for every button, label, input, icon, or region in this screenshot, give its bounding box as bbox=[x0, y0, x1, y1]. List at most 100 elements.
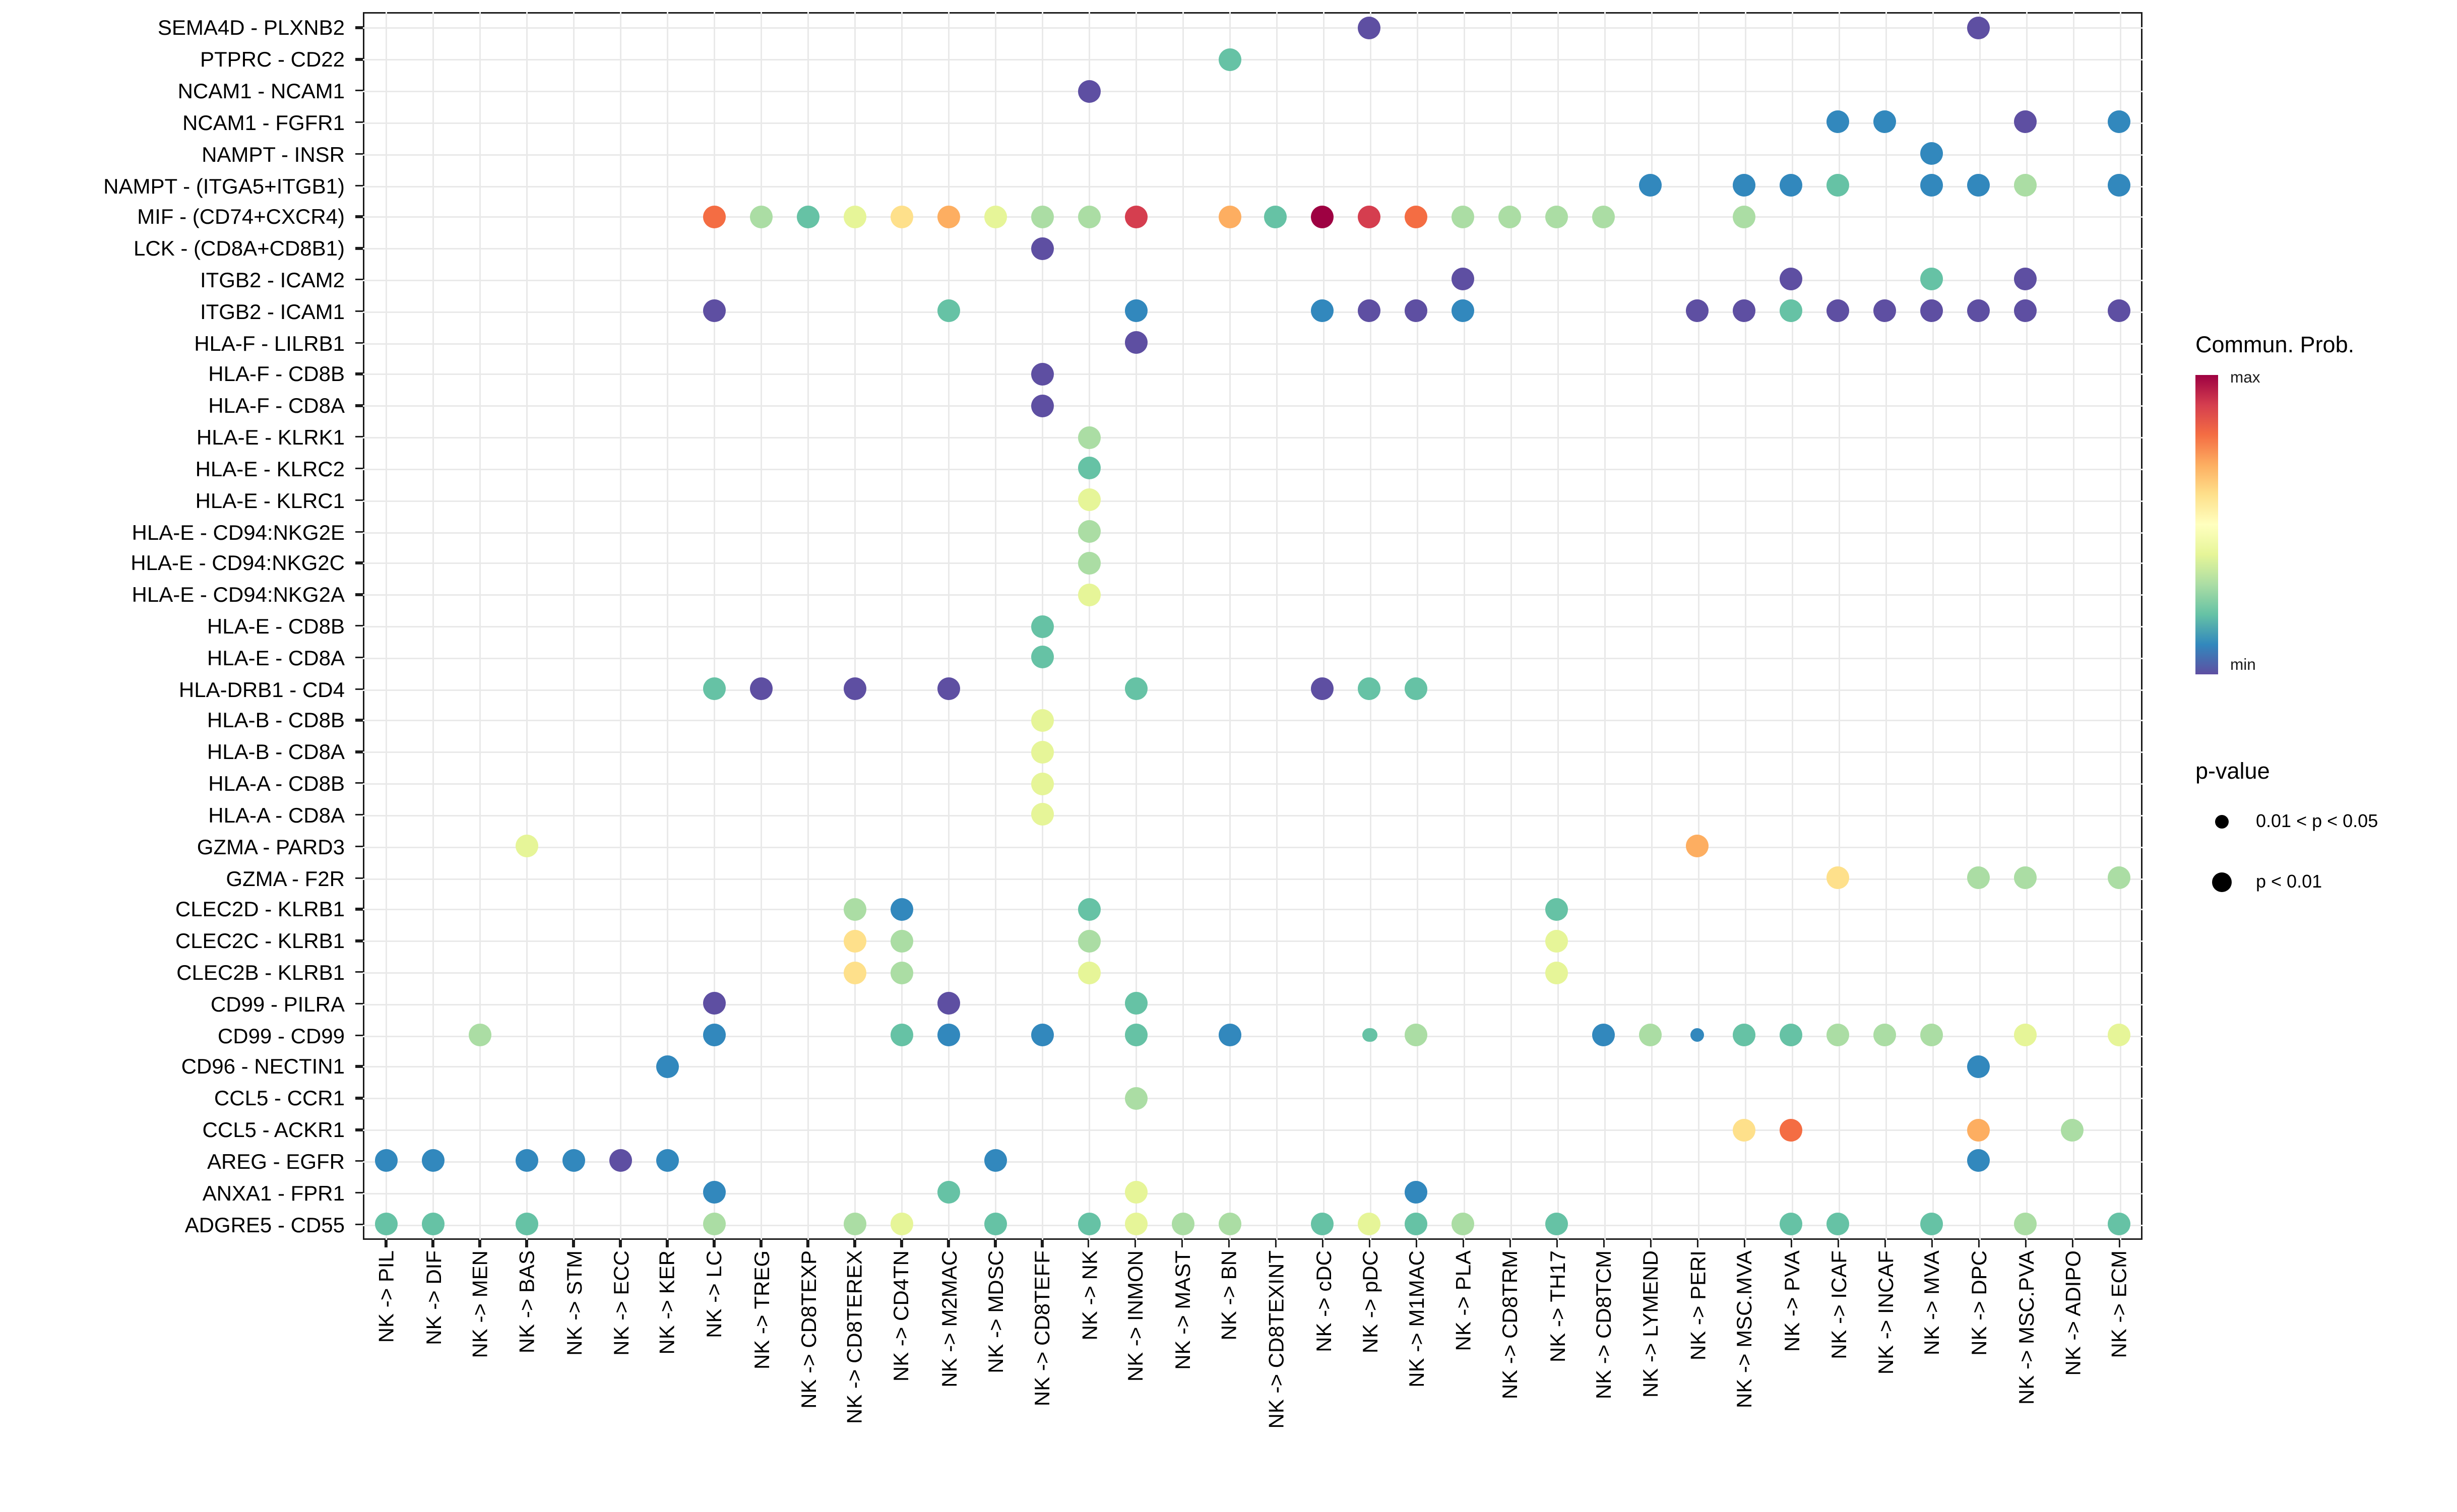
x-axis-label: NK -> TH17 bbox=[1545, 1250, 1569, 1363]
bubble bbox=[1077, 520, 1100, 543]
y-axis-label: HLA-B - CD8B bbox=[207, 708, 345, 733]
y-axis-label: ITGB2 - ICAM2 bbox=[200, 267, 345, 292]
x-axis-label: NK -> CD4TN bbox=[889, 1250, 914, 1382]
bubble bbox=[1030, 709, 1053, 732]
y-axis-tick bbox=[355, 184, 363, 186]
x-axis-tick bbox=[1415, 1240, 1418, 1247]
bubble bbox=[1218, 1213, 1241, 1236]
x-axis-tick bbox=[479, 1240, 481, 1247]
bubble bbox=[515, 1150, 538, 1173]
bubble bbox=[703, 299, 726, 323]
bubble bbox=[703, 677, 726, 701]
gridline-vertical bbox=[1604, 12, 1606, 1240]
x-axis-label: NK -> DPC bbox=[1966, 1250, 1991, 1356]
gridline-horizontal bbox=[363, 122, 2143, 124]
x-axis-tick bbox=[1556, 1240, 1558, 1247]
gridline-horizontal bbox=[363, 28, 2143, 30]
bubble bbox=[1030, 205, 1053, 228]
colorbar-min-label: min bbox=[2230, 656, 2256, 674]
bubble bbox=[1077, 583, 1100, 606]
x-axis-tick bbox=[432, 1240, 434, 1247]
x-axis-label: NK -> MSC.MVA bbox=[1732, 1250, 1757, 1409]
x-axis-label: NK -> cDC bbox=[1310, 1250, 1335, 1352]
y-axis-label: HLA-E - KLRC2 bbox=[195, 456, 345, 481]
bubble bbox=[1030, 614, 1053, 638]
y-axis-tick bbox=[355, 939, 363, 942]
bubble bbox=[936, 677, 960, 701]
gridline-horizontal bbox=[363, 437, 2143, 439]
bubble bbox=[1077, 79, 1100, 102]
bubble bbox=[1311, 205, 1335, 228]
x-axis-tick bbox=[1321, 1240, 1324, 1247]
y-axis-label: HLA-E - CD94:NKG2C bbox=[131, 551, 345, 576]
x-axis-label: NK -> BN bbox=[1217, 1250, 1241, 1341]
y-axis-tick bbox=[355, 845, 363, 848]
gridline-vertical bbox=[620, 12, 622, 1240]
pvalue-legend-label: 0.01 < p < 0.05 bbox=[2256, 810, 2378, 832]
y-axis-label: NCAM1 - FGFR1 bbox=[182, 110, 345, 135]
bubble bbox=[1967, 174, 1990, 197]
y-axis-label: CLEC2B - KLRB1 bbox=[176, 960, 345, 985]
bubble bbox=[2014, 174, 2037, 197]
y-axis-tick bbox=[355, 1002, 363, 1005]
y-axis-label: SEMA4D - PLXNB2 bbox=[157, 16, 345, 40]
y-axis-tick bbox=[355, 876, 363, 879]
y-axis-label: HLA-E - CD94:NKG2E bbox=[132, 519, 345, 544]
x-axis-tick bbox=[1696, 1240, 1699, 1247]
y-axis-label: HLA-DRB1 - CD4 bbox=[178, 676, 345, 701]
x-axis-label: NK -> MEN bbox=[468, 1250, 492, 1358]
gridline-horizontal bbox=[363, 846, 2143, 848]
x-axis-label: NK -> CD8TEFF bbox=[1030, 1250, 1054, 1407]
bubble bbox=[936, 1181, 960, 1204]
y-axis-tick bbox=[355, 499, 363, 501]
gridline-horizontal bbox=[363, 1098, 2143, 1100]
bubble bbox=[1405, 1024, 1428, 1047]
x-axis-label: NK -> MSC.PVA bbox=[2013, 1250, 2038, 1405]
y-axis-label: HLA-A - CD8A bbox=[208, 802, 345, 827]
bubble bbox=[983, 205, 1006, 228]
y-axis-label: CLEC2D - KLRB1 bbox=[175, 897, 345, 922]
y-axis-tick bbox=[355, 530, 363, 533]
bubble bbox=[656, 1150, 679, 1173]
bubble bbox=[1124, 331, 1147, 354]
colorbar-gradient bbox=[2195, 375, 2218, 674]
bubble bbox=[1686, 299, 1709, 323]
bubble bbox=[421, 1150, 445, 1173]
y-axis-label: HLA-E - CD8A bbox=[207, 645, 345, 670]
x-axis-tick bbox=[1837, 1240, 1840, 1247]
bubble bbox=[936, 1024, 960, 1047]
bubble bbox=[1733, 1024, 1756, 1047]
gridline-horizontal bbox=[363, 185, 2143, 187]
gridline-horizontal bbox=[363, 1035, 2143, 1037]
bubble bbox=[2014, 1024, 2037, 1047]
x-axis-tick bbox=[1743, 1240, 1746, 1247]
bubble bbox=[1311, 677, 1335, 701]
bubble bbox=[1545, 1213, 1568, 1236]
bubble bbox=[1920, 299, 1943, 323]
gridline-horizontal bbox=[363, 374, 2143, 376]
y-axis-label: GZMA - PARD3 bbox=[197, 834, 345, 859]
colorbar-max-label: max bbox=[2230, 369, 2260, 387]
y-axis-label: CCL5 - CCR1 bbox=[214, 1086, 345, 1110]
x-axis-label: NK -> ICAF bbox=[1825, 1250, 1850, 1359]
x-axis-tick bbox=[1088, 1240, 1090, 1247]
gridline-vertical bbox=[761, 12, 763, 1240]
bubble bbox=[1405, 677, 1428, 701]
bubble bbox=[1733, 299, 1756, 323]
y-axis-label: CD99 - PILRA bbox=[210, 991, 345, 1016]
y-axis-label: AREG - EGFR bbox=[207, 1149, 345, 1173]
bubble bbox=[1920, 142, 1943, 165]
x-axis-tick bbox=[1977, 1240, 1980, 1247]
bubble bbox=[1967, 16, 1990, 39]
bubble bbox=[1826, 174, 1850, 197]
bubble bbox=[1967, 866, 1990, 890]
bubble bbox=[1545, 929, 1568, 953]
y-axis-tick bbox=[355, 750, 363, 753]
bubble bbox=[1077, 961, 1100, 984]
y-axis-label: ADGRE5 - CD55 bbox=[184, 1212, 345, 1236]
pvalue-legend-item: 0.01 < p < 0.05 bbox=[2208, 810, 2378, 832]
y-axis-tick bbox=[355, 1097, 363, 1099]
gridline-horizontal bbox=[363, 248, 2143, 250]
bubble bbox=[1077, 929, 1100, 953]
gridline-horizontal bbox=[363, 563, 2143, 565]
